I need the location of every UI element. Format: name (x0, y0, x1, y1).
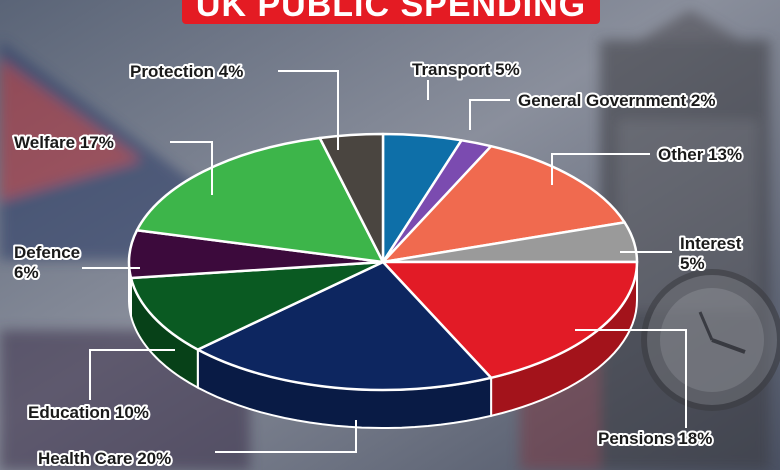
slice-label-interest: 5% (680, 254, 705, 273)
chart-title: UK PUBLIC SPENDING (195, 0, 587, 24)
leader-line-protection (278, 70, 339, 150)
leader-line-pensions (575, 329, 687, 428)
leader-line-education (89, 349, 175, 400)
leader-line-general-government (469, 99, 510, 130)
slice-label-transport: Transport 5% (412, 60, 520, 79)
slice-label-defence: 6% (14, 263, 39, 282)
slice-label-pensions: Pensions 18% (598, 429, 712, 448)
pie-slice-welfare (135, 136, 385, 264)
slice-label-protection: Protection 4% (130, 62, 243, 81)
slice-label-welfare: Welfare 17% (14, 133, 114, 152)
leader-line-welfare (170, 141, 213, 195)
leader-line-health-care (215, 420, 357, 453)
slice-label-defence: Defence (14, 243, 80, 262)
leader-line-other (551, 153, 650, 185)
pie-slice-other (381, 144, 626, 264)
title-banner: UK PUBLIC SPENDING (182, 0, 600, 24)
clock-tower-icon (641, 269, 780, 411)
pie-slice-health-care (196, 260, 493, 392)
slice-label-education: Education 10% (28, 403, 149, 422)
slice-label-interest: Interest (680, 234, 742, 253)
slice-label-health-care: Health Care 20% (38, 449, 171, 468)
slice-label-other: Other 13% (658, 145, 742, 164)
pie-slice-education (129, 260, 385, 351)
slice-label-general-government: General Government 2% (518, 91, 715, 110)
pie-slice-protection (318, 132, 385, 264)
